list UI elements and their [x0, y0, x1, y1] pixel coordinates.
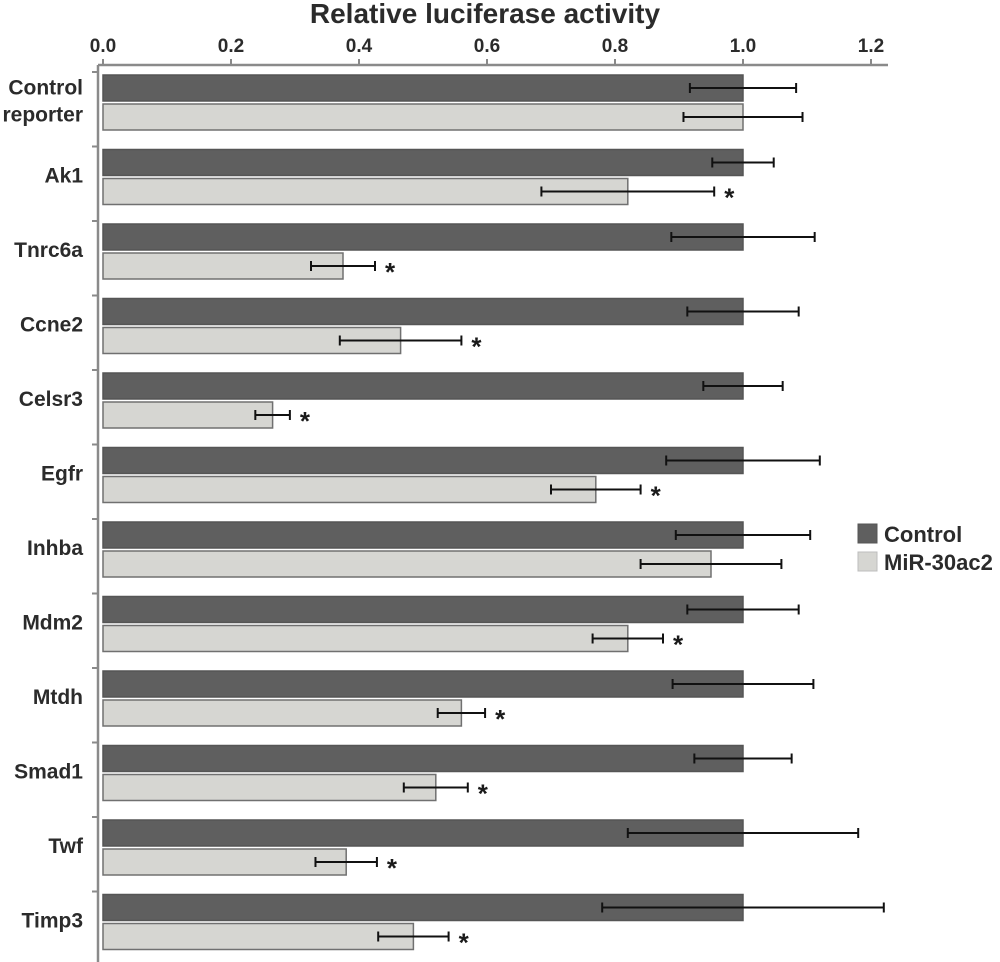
bar-control — [102, 744, 744, 773]
category-group: Egfr * — [41, 446, 821, 511]
legend-label: MiR-30ac2 — [884, 550, 993, 575]
error-bar — [377, 931, 450, 942]
category-label: Timp3 — [22, 910, 83, 933]
bar-mir-30ac2 — [102, 848, 347, 876]
bar-control — [102, 595, 744, 624]
category-label: Ak1 — [44, 165, 83, 188]
x-tick-label: 0.6 — [474, 36, 500, 57]
bar-control — [102, 297, 744, 326]
error-bar — [711, 157, 775, 168]
significance-marker: * — [387, 853, 398, 883]
bar-control — [102, 148, 744, 177]
category-label: Control — [8, 77, 83, 100]
category-label: Celsr3 — [19, 388, 83, 411]
legend-swatch — [857, 551, 878, 572]
x-tick-label: 0.4 — [346, 36, 373, 57]
bar-mir-30ac2 — [102, 326, 402, 355]
bar-control — [102, 74, 744, 102]
bar-mir-30ac2 — [102, 773, 437, 802]
x-tick-label: 0.2 — [218, 36, 244, 57]
category-label: Twf — [48, 835, 84, 858]
x-tick-label: 0.0 — [90, 36, 116, 57]
x-tick-label: 0.8 — [602, 36, 628, 57]
x-tick-label: 1.2 — [858, 36, 884, 57]
bar-control — [102, 372, 744, 400]
error-bar — [702, 381, 784, 391]
category-group: Smad1 * — [14, 744, 793, 809]
y-axis — [92, 65, 100, 962]
bar-mir-30ac2 — [102, 699, 463, 727]
error-bar — [310, 261, 376, 271]
significance-marker: * — [385, 257, 396, 287]
category-label: Mtdh — [33, 686, 83, 709]
bar-mir-30ac2 — [102, 252, 344, 280]
error-bar — [591, 633, 664, 644]
error-bar — [682, 112, 804, 122]
error-bar — [686, 604, 800, 615]
bar-mir-30ac2 — [102, 550, 712, 578]
category-group: Mtdh * — [33, 670, 815, 734]
bar-mir-30ac2 — [102, 624, 629, 653]
error-bar — [665, 455, 821, 466]
error-bar — [626, 828, 860, 838]
significance-marker: * — [459, 928, 470, 958]
error-bar — [671, 679, 815, 689]
category-label: Smad1 — [14, 761, 83, 784]
bar-mir-30ac2 — [102, 922, 415, 951]
category-label: Inhba — [27, 537, 83, 560]
category-label: Egfr — [41, 463, 83, 486]
error-bar — [688, 83, 798, 93]
category-group: Timp3 * — [22, 893, 885, 958]
error-bar — [254, 410, 291, 420]
significance-marker: * — [651, 481, 662, 511]
bar-control — [102, 670, 744, 698]
legend-swatch — [857, 523, 878, 544]
category-group: Mdm2 * — [22, 595, 800, 660]
category-label: Tnrc6a — [14, 239, 83, 262]
x-axis: 0.0 0.2 0.4 0.6 0.8 1.0 1.2 — [90, 36, 888, 67]
bar-mir-30ac2 — [102, 103, 744, 131]
category-group: Celsr3 * — [19, 372, 784, 436]
significance-marker: * — [300, 406, 311, 436]
error-bar — [338, 335, 463, 346]
error-bar — [639, 559, 783, 569]
error-bar — [601, 902, 885, 913]
category-group: Tnrc6a * — [14, 223, 816, 287]
legend-label: Control — [884, 522, 962, 547]
category-group: Inhba — [27, 521, 812, 578]
error-bar — [436, 708, 487, 718]
error-bar — [540, 186, 716, 197]
bar-mir-30ac2 — [102, 401, 274, 429]
x-tick-label: 1.0 — [730, 36, 756, 57]
error-bar — [314, 857, 378, 867]
significance-marker: * — [478, 779, 489, 809]
error-bar — [693, 753, 793, 764]
bars-group: ControlreporterAk1*Tnrc6a*Ccne2*Celsr3*E… — [2, 74, 885, 958]
significance-marker: * — [673, 630, 684, 660]
category-group: Control reporter — [2, 74, 804, 131]
category-label: Mdm2 — [22, 612, 83, 635]
category-group: Ak1 * — [44, 148, 775, 213]
significance-marker: * — [495, 704, 506, 734]
error-bar — [402, 782, 469, 793]
error-bar — [550, 484, 642, 495]
bar-control — [102, 223, 744, 251]
significance-marker: * — [724, 183, 735, 213]
bar-control — [102, 446, 744, 475]
category-group: Twf * — [48, 819, 860, 883]
bar-mir-30ac2 — [102, 475, 597, 504]
category-label: Ccne2 — [20, 314, 83, 337]
significance-marker: * — [471, 332, 482, 362]
category-group: Ccne2 * — [20, 297, 800, 362]
error-bar — [670, 232, 816, 242]
legend: Control MiR-30ac2 — [857, 522, 993, 575]
bar-control — [102, 521, 744, 549]
error-bar — [674, 530, 812, 540]
chart-title: Relative luciferase activity — [310, 0, 661, 29]
error-bar — [686, 306, 800, 317]
category-label: reporter — [2, 104, 83, 127]
